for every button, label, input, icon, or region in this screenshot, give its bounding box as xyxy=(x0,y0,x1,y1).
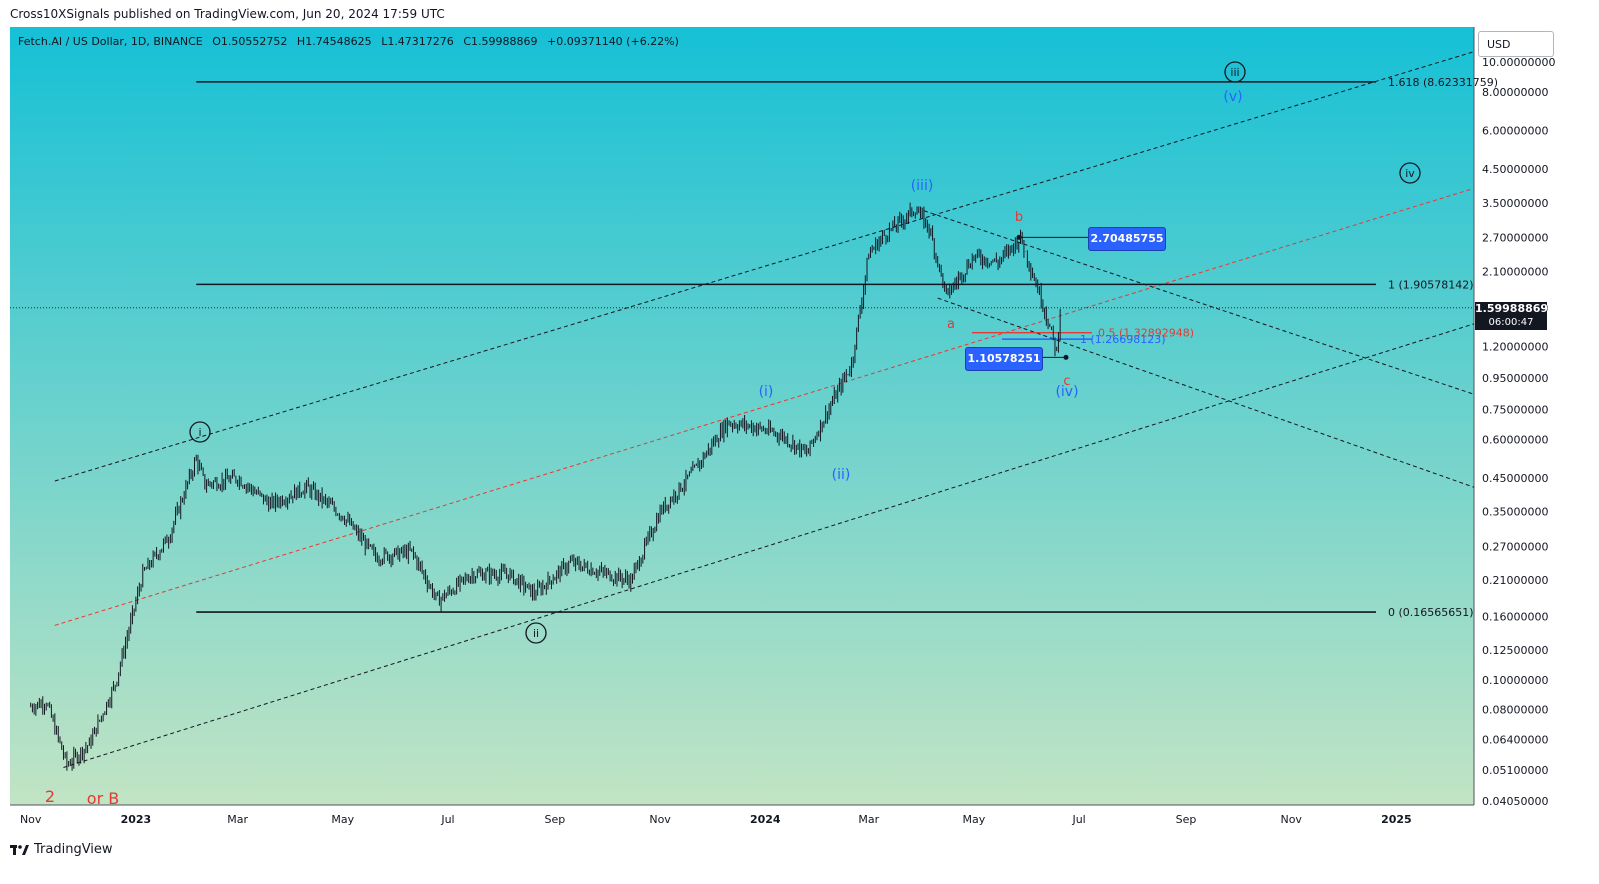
price-chart[interactable]: 1.618 (8.62331759) 1 (1.90578142) 0 (0.165… xyxy=(10,27,1577,833)
wave-label-red: a xyxy=(947,317,955,332)
wave-circle-iv[interactable] xyxy=(1399,162,1421,184)
y-tick-label: 0.75000000 xyxy=(1482,403,1548,416)
x-tick-label: 2023 xyxy=(121,813,152,826)
wave-label-red: c xyxy=(1063,374,1070,389)
y-tick-label: 1.20000000 xyxy=(1482,340,1548,353)
y-tick-label: 2.70000000 xyxy=(1482,232,1548,245)
last-price-badge: 1.59988869 06:00:47 xyxy=(1475,302,1549,330)
fib-level-label: 0 (0.16565651) xyxy=(1388,606,1474,619)
y-tick-label: 0.08000000 xyxy=(1482,704,1548,717)
y-tick-label: 4.50000000 xyxy=(1482,163,1548,176)
fib-levels: 1.618 (8.62331759) 1 (1.90578142) 0 (0.165… xyxy=(10,76,1498,619)
y-tick-label: 2.10000000 xyxy=(1482,265,1548,278)
y-tick-label: 6.00000000 xyxy=(1482,125,1548,138)
x-tick-label: Nov xyxy=(1280,813,1302,826)
tradingview-logo-icon xyxy=(10,844,29,855)
wave-label-blue: (iv) xyxy=(1055,384,1078,400)
bar-countdown: 06:00:47 xyxy=(1488,317,1534,328)
wave-label-i: i xyxy=(198,426,201,439)
wave-circle-ii[interactable] xyxy=(525,622,547,644)
chart-area[interactable]: 1.618 (8.62331759) 1 (1.90578142) 0 (0.165… xyxy=(10,27,1577,833)
symbol-label: Fetch.AI / US Dollar, 1D, BINANCE xyxy=(18,35,203,48)
callout-anchor xyxy=(1063,354,1069,360)
x-tick-label: May xyxy=(331,813,354,826)
y-tick-label: 0.45000000 xyxy=(1482,472,1548,485)
y-tick-label: 0.21000000 xyxy=(1482,574,1548,587)
plot-background xyxy=(10,27,1474,805)
high-value: H1.74548625 xyxy=(296,35,372,48)
x-tick-label: Sep xyxy=(1176,813,1197,826)
wave-label-blue: (ii) xyxy=(832,467,851,483)
x-tick-label: May xyxy=(963,813,986,826)
open-value: O1.50552752 xyxy=(212,35,288,48)
x-tick-label: Nov xyxy=(649,813,671,826)
y-tick-label: 0.95000000 xyxy=(1482,372,1548,385)
fib-level-label: 1 (1.90578142) xyxy=(1388,278,1474,291)
trend-channels xyxy=(54,51,1475,768)
y-tick-label: 0.10000000 xyxy=(1482,674,1548,687)
y-tick-label: 0.05100000 xyxy=(1482,764,1548,777)
x-tick-label: Jul xyxy=(1071,813,1085,826)
wave-label-iv: iv xyxy=(1405,167,1415,180)
price-callout-high[interactable]: 2.70485755 xyxy=(1088,227,1166,251)
y-tick-label: 8.00000000 xyxy=(1482,86,1548,99)
x-tick-label: Jul xyxy=(440,813,454,826)
time-axis: Nov 2023 Mar May Jul Sep Nov 2024 Mar May Jul Sep No… xyxy=(20,813,1412,826)
y-tick-label: 0.16000000 xyxy=(1482,611,1548,624)
y-tick-label: 3.50000000 xyxy=(1482,197,1548,210)
x-tick-label: Mar xyxy=(858,813,879,826)
wave-circle-i[interactable] xyxy=(189,421,211,443)
footer-brand[interactable]: TradingView xyxy=(10,842,113,857)
wave-label-iii: iii xyxy=(1230,66,1239,79)
y-tick-label: 10.00000000 xyxy=(1482,56,1555,69)
last-price-value: 1.59988869 xyxy=(1475,302,1549,315)
y-tick-label: 0.27000000 xyxy=(1482,541,1548,554)
currency-selector[interactable]: USD xyxy=(1478,31,1554,57)
x-tick-label: 2025 xyxy=(1381,813,1412,826)
wave-circle-iii[interactable] xyxy=(1224,61,1246,83)
wave-label-red: 2 xyxy=(45,787,55,806)
trend-channel-line[interactable] xyxy=(63,323,1475,768)
wave-label-blue: (v) xyxy=(1223,89,1242,105)
wave-label-ii: ii xyxy=(533,627,539,640)
fib-extension-label: 0.5 (1.32892948) xyxy=(1098,327,1194,340)
y-tick-label: 0.04050000 xyxy=(1482,795,1548,808)
price-callout-low[interactable]: 1.10578251 xyxy=(965,347,1043,371)
y-tick-label: 0.60000000 xyxy=(1482,433,1548,446)
change-value: +0.09371140 (+6.22%) xyxy=(546,35,679,48)
price-axis-background xyxy=(1474,27,1577,805)
x-tick-label: Sep xyxy=(545,813,566,826)
wave-label-blue: (iii) xyxy=(911,178,934,194)
wave-label-red: b xyxy=(1015,210,1023,225)
price-axis: 10.00000000 8.00000000 6.00000000 4.5000000… xyxy=(1482,56,1555,808)
y-tick-label: 0.06400000 xyxy=(1482,734,1548,747)
fib-level-label: 1.618 (8.62331759) xyxy=(1388,76,1498,89)
ohlc-legend: Fetch.AI / US Dollar, 1D, BINANCE O1.505… xyxy=(18,35,685,48)
trend-channel-line[interactable] xyxy=(54,51,1475,482)
y-tick-label: 0.12500000 xyxy=(1482,644,1548,657)
candles xyxy=(30,202,1061,771)
trend-channel-line[interactable] xyxy=(923,210,1475,395)
wave-label-red: or B xyxy=(87,789,119,808)
footer-brand-label: TradingView xyxy=(34,842,113,857)
time-axis-background xyxy=(10,805,1577,833)
publisher-line: Cross10XSignals published on TradingView… xyxy=(10,7,445,21)
wave-label-blue: (i) xyxy=(759,384,774,400)
close-value: C1.59988869 xyxy=(463,35,538,48)
low-value: L1.47317276 xyxy=(381,35,454,48)
trend-channel-line[interactable] xyxy=(937,297,1475,488)
x-tick-label: Mar xyxy=(227,813,248,826)
x-tick-label: 2024 xyxy=(750,813,781,826)
x-tick-label: Nov xyxy=(20,813,42,826)
fib-extension-label: 1 (1.26698123) xyxy=(1080,333,1166,346)
trend-channel-line[interactable] xyxy=(54,187,1475,626)
y-tick-label: 0.35000000 xyxy=(1482,506,1548,519)
